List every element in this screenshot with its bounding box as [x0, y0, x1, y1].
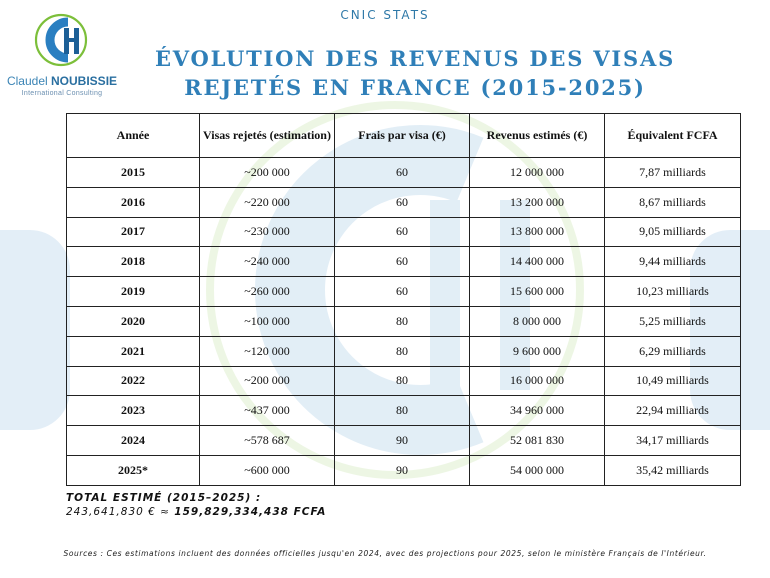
logo-first-name: Claudel — [6, 74, 48, 88]
cell-year: 2021 — [66, 335, 200, 367]
cell-visas: ~200 000 — [199, 157, 335, 188]
visa-revenue-table: Année Visas rejetés (estimation) Frais p… — [66, 113, 741, 486]
cell-fee: 80 — [334, 335, 470, 367]
cell-revenue: 8 000 000 — [469, 305, 605, 337]
cell-year: 2018 — [66, 246, 200, 278]
cell-year: 2025* — [66, 454, 200, 486]
table-row: 2016 ~220 000 60 13 200 000 8,67 milliards — [66, 186, 741, 218]
cell-fee: 90 — [334, 454, 470, 486]
cell-year: 2023 — [66, 395, 200, 427]
cell-revenue: 14 400 000 — [469, 246, 605, 278]
cn-logo-icon — [34, 13, 88, 67]
logo-last-name: NOUBISSIE — [51, 74, 118, 88]
cell-fcfa: 22,94 milliards — [604, 395, 741, 427]
cell-revenue: 54 000 000 — [469, 454, 605, 486]
total-estimate: TOTAL ESTIMÉ (2015–2025) : 243,641,830 €… — [66, 492, 326, 518]
cell-fee: 60 — [334, 246, 470, 278]
table-row: 2021 ~120 000 80 9 600 000 6,29 milliards — [66, 335, 741, 367]
cell-revenue: 15 600 000 — [469, 276, 605, 307]
table-row: 2025* ~600 000 90 54 000 000 35,42 milliards — [66, 454, 741, 486]
cell-fcfa: 34,17 milliards — [604, 425, 741, 456]
title-line-2: REJETÉS EN FRANCE (2015-2025) — [184, 75, 646, 100]
cell-fcfa: 5,25 milliards — [604, 305, 741, 337]
cell-year: 2016 — [66, 186, 200, 218]
cell-revenue: 13 800 000 — [469, 216, 605, 248]
cell-year: 2015 — [66, 157, 200, 188]
cell-revenue: 34 960 000 — [469, 395, 605, 427]
table-row: 2020 ~100 000 80 8 000 000 5,25 milliards — [66, 305, 741, 337]
header-estimated-revenue: Revenus estimés (€) — [469, 113, 605, 158]
cell-visas: ~600 000 — [199, 454, 335, 486]
header-fee-per-visa: Frais par visa (€) — [334, 113, 470, 158]
total-euros: 243,641,830 € ≈ — [66, 506, 170, 518]
table-row: 2015 ~200 000 60 12 000 000 7,87 milliards — [66, 157, 741, 188]
cell-year: 2020 — [66, 305, 200, 337]
cell-fcfa: 9,44 milliards — [604, 246, 741, 278]
cell-visas: ~220 000 — [199, 186, 335, 218]
cell-fee: 60 — [334, 157, 470, 188]
cell-visas: ~578 687 — [199, 425, 335, 456]
cell-year: 2024 — [66, 425, 200, 456]
cell-revenue: 12 000 000 — [469, 157, 605, 188]
cell-fcfa: 8,67 milliards — [604, 186, 741, 218]
cell-visas: ~200 000 — [199, 365, 335, 397]
table-row: 2017 ~230 000 60 13 800 000 9,05 milliards — [66, 216, 741, 248]
cell-year: 2019 — [66, 276, 200, 307]
cell-year: 2022 — [66, 365, 200, 397]
sources-note: Sources : Ces estimations incluent des d… — [63, 549, 707, 558]
header-visas-rejected: Visas rejetés (estimation) — [199, 113, 335, 158]
table-row: 2018 ~240 000 60 14 400 000 9,44 milliards — [66, 246, 741, 278]
cell-fee: 80 — [334, 365, 470, 397]
table-header-row: Année Visas rejetés (estimation) Frais p… — [66, 113, 741, 158]
cell-fcfa: 9,05 milliards — [604, 216, 741, 248]
cell-fee: 80 — [334, 395, 470, 427]
cell-visas: ~120 000 — [199, 335, 335, 367]
total-values: 243,641,830 € ≈ 159,829,334,438 FCFA — [66, 506, 326, 518]
top-label: CNIC STATS — [340, 8, 430, 22]
cell-year: 2017 — [66, 216, 200, 248]
cell-fee: 90 — [334, 425, 470, 456]
cell-visas: ~230 000 — [199, 216, 335, 248]
title-line-1: ÉVOLUTION DES REVENUS DES VISAS — [154, 46, 676, 71]
header-year: Année — [66, 113, 200, 158]
cell-visas: ~260 000 — [199, 276, 335, 307]
logo-subtitle: International Consulting — [21, 90, 103, 97]
cell-revenue: 16 000 000 — [469, 365, 605, 397]
header-fcfa-equivalent: Équivalent FCFA — [604, 113, 741, 158]
logo-name: Claudel NOUBISSIE — [6, 74, 118, 88]
table-row: 2024 ~578 687 90 52 081 830 34,17 milliards — [66, 425, 741, 456]
cell-fcfa: 10,49 milliards — [604, 365, 741, 397]
table-row: 2022 ~200 000 80 16 000 000 10,49 milliards — [66, 365, 741, 397]
cell-visas: ~437 000 — [199, 395, 335, 427]
cell-fcfa: 10,23 milliards — [604, 276, 741, 307]
cell-fee: 60 — [334, 276, 470, 307]
cell-visas: ~100 000 — [199, 305, 335, 337]
cell-fcfa: 35,42 milliards — [604, 454, 741, 486]
total-heading: TOTAL ESTIMÉ (2015–2025) : — [66, 492, 262, 504]
table-row: 2019 ~260 000 60 15 600 000 10,23 milliards — [66, 276, 741, 307]
page-title: ÉVOLUTION DES REVENUS DES VISAS REJETÉS … — [120, 44, 710, 102]
cell-revenue: 9 600 000 — [469, 335, 605, 367]
cell-revenue: 13 200 000 — [469, 186, 605, 218]
cell-visas: ~240 000 — [199, 246, 335, 278]
table-row: 2023 ~437 000 80 34 960 000 22,94 milliards — [66, 395, 741, 427]
total-fcfa: 159,829,334,438 FCFA — [174, 506, 327, 518]
cell-fcfa: 6,29 milliards — [604, 335, 741, 367]
cell-revenue: 52 081 830 — [469, 425, 605, 456]
cell-fcfa: 7,87 milliards — [604, 157, 741, 188]
cell-fee: 80 — [334, 305, 470, 337]
cell-fee: 60 — [334, 216, 470, 248]
cell-fee: 60 — [334, 186, 470, 218]
